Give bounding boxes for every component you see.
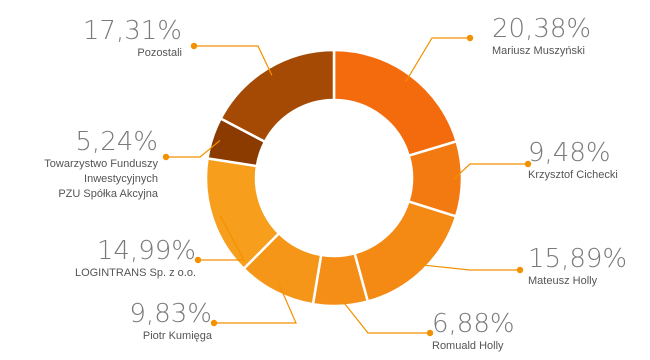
slice-name-label: Mateusz Holly bbox=[528, 275, 598, 287]
leader-dot-4 bbox=[210, 319, 218, 327]
slice-percent-label: 5,24% bbox=[75, 127, 158, 157]
leader-dot-0 bbox=[466, 34, 474, 42]
slice-name-label: Piotr Kumięga bbox=[143, 330, 213, 342]
leader-dot-1 bbox=[524, 160, 532, 168]
slice-percent-label: 20,38% bbox=[492, 14, 591, 44]
leader-dot-5 bbox=[194, 256, 202, 264]
leader-line-0 bbox=[405, 37, 470, 83]
slice-labels: 20,38%Mariusz Muszyński 9,48%Krzysztof Ci… bbox=[44, 14, 627, 352]
slice-name-label: Inwestycyjnych bbox=[84, 173, 158, 185]
slice-percent-label: 9,48% bbox=[528, 138, 611, 168]
slice-name-label: Pozostali bbox=[137, 47, 182, 59]
leader-line-4 bbox=[214, 284, 297, 324]
slice-percent-label: 6,88% bbox=[432, 309, 515, 339]
slice-percent-label: 9,83% bbox=[129, 299, 212, 329]
slice-name-label: Romuald Holly bbox=[432, 340, 504, 352]
slice-name-label: LOGINTRANS Sp. z o.o. bbox=[75, 267, 196, 279]
leader-dot-6 bbox=[162, 153, 170, 161]
leader-dot-2 bbox=[516, 266, 524, 274]
slice-percent-label: 17,31% bbox=[83, 16, 182, 46]
leader-line-3 bbox=[339, 297, 430, 334]
leader-dot-7 bbox=[190, 42, 198, 50]
leader-line-6 bbox=[166, 139, 221, 158]
leader-dot-3 bbox=[426, 329, 434, 337]
leader-line-5 bbox=[198, 215, 246, 261]
donut-slice-7 bbox=[218, 48, 336, 144]
slice-name-label: Krzysztof Cichecki bbox=[528, 169, 618, 181]
slice-name-label: Mariusz Muszyński bbox=[492, 45, 585, 57]
slice-name-label: Towarzystwo Funduszy bbox=[44, 158, 158, 170]
slice-name-label: PZU Spółka Akcyjna bbox=[58, 188, 159, 200]
slice-percent-label: 15,89% bbox=[528, 244, 627, 274]
leader-line-7 bbox=[194, 45, 273, 76]
donut-slice-2 bbox=[353, 199, 458, 303]
slice-percent-label: 14,99% bbox=[97, 236, 196, 266]
leader-line-2 bbox=[417, 263, 520, 271]
donut-slice-0 bbox=[332, 48, 459, 158]
donut-slices bbox=[204, 48, 464, 308]
leader-line-1 bbox=[453, 163, 528, 180]
